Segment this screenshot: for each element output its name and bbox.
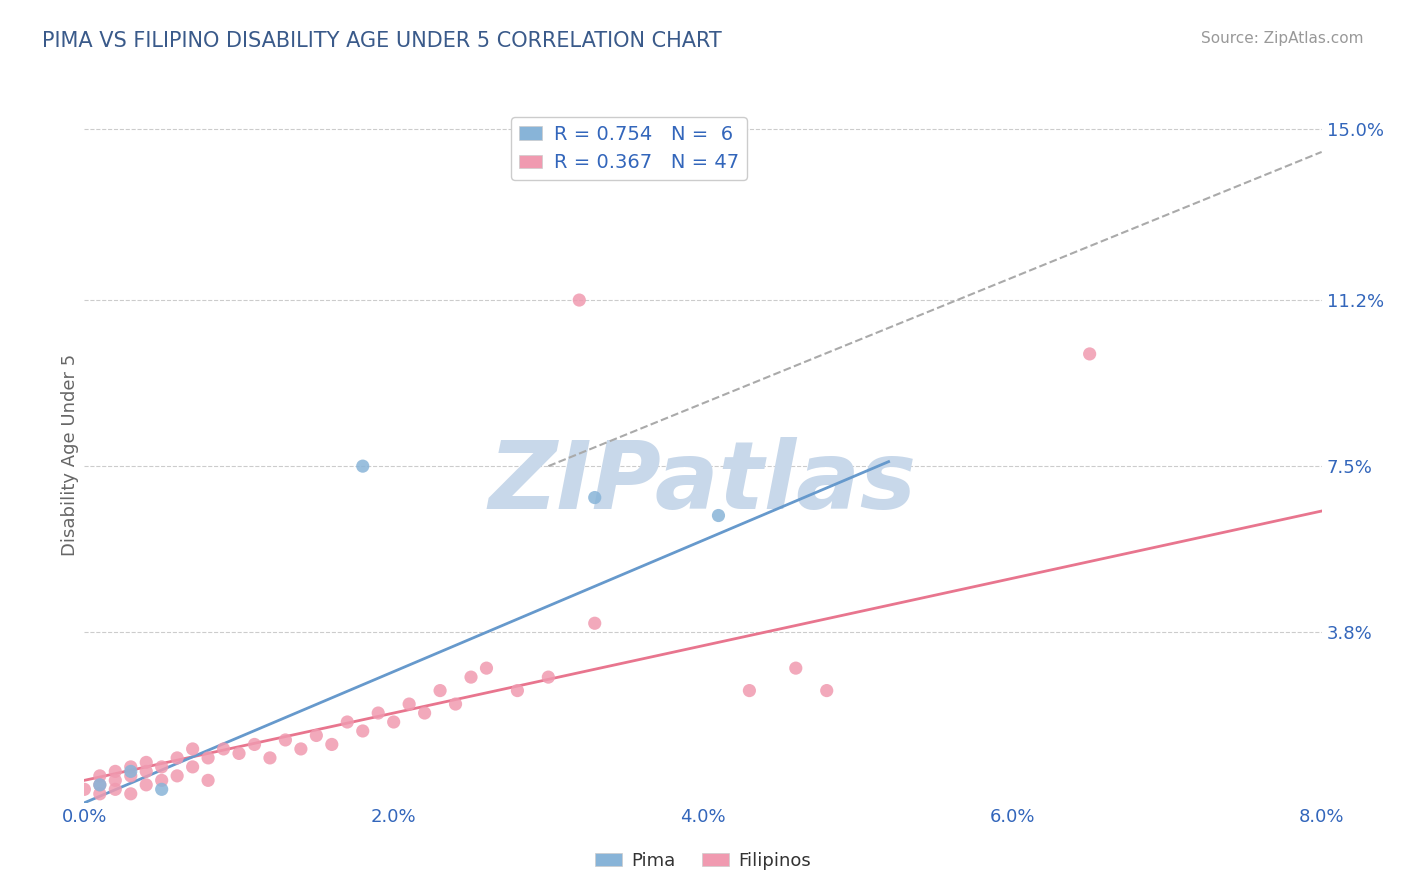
Point [352, 459, 374, 474]
Point [1078, 347, 1101, 361]
Point [212, 742, 235, 756]
Point [150, 760, 173, 774]
Point [367, 706, 389, 720]
Text: ZIPatlas: ZIPatlas [489, 437, 917, 529]
Point [259, 751, 281, 765]
Point [135, 778, 157, 792]
Point [352, 723, 374, 738]
Point [135, 764, 157, 779]
Point [707, 508, 730, 523]
Point [120, 764, 142, 779]
Point [444, 697, 467, 711]
Text: Source: ZipAtlas.com: Source: ZipAtlas.com [1201, 31, 1364, 46]
Point [568, 293, 591, 307]
Point [321, 738, 343, 752]
Point [166, 751, 188, 765]
Point [89, 787, 111, 801]
Point [150, 782, 173, 797]
Point [290, 742, 312, 756]
Point [785, 661, 807, 675]
Point [274, 733, 297, 747]
Point [583, 491, 606, 505]
Point [89, 769, 111, 783]
Point [104, 782, 127, 797]
Point [104, 764, 127, 779]
Point [336, 714, 359, 729]
Y-axis label: Disability Age Under 5: Disability Age Under 5 [62, 354, 80, 556]
Point [738, 683, 761, 698]
Point [120, 769, 142, 783]
Point [413, 706, 436, 720]
Point [197, 751, 219, 765]
Point [460, 670, 482, 684]
Point [537, 670, 560, 684]
Point [398, 697, 420, 711]
Point [73, 782, 96, 797]
Point [181, 760, 204, 774]
Point [305, 729, 328, 743]
Point [166, 769, 188, 783]
Point [89, 778, 111, 792]
Point [475, 661, 498, 675]
Point [815, 683, 838, 698]
Point [89, 778, 111, 792]
Legend: Pima, Filipinos: Pima, Filipinos [588, 845, 818, 877]
Point [382, 714, 405, 729]
Point [228, 747, 250, 761]
Point [135, 756, 157, 770]
Point [120, 787, 142, 801]
Point [120, 760, 142, 774]
Point [583, 616, 606, 631]
Text: PIMA VS FILIPINO DISABILITY AGE UNDER 5 CORRELATION CHART: PIMA VS FILIPINO DISABILITY AGE UNDER 5 … [42, 31, 721, 51]
Point [243, 738, 266, 752]
Point [150, 773, 173, 788]
Point [104, 773, 127, 788]
Point [181, 742, 204, 756]
Point [429, 683, 451, 698]
Point [506, 683, 529, 698]
Point [197, 773, 219, 788]
